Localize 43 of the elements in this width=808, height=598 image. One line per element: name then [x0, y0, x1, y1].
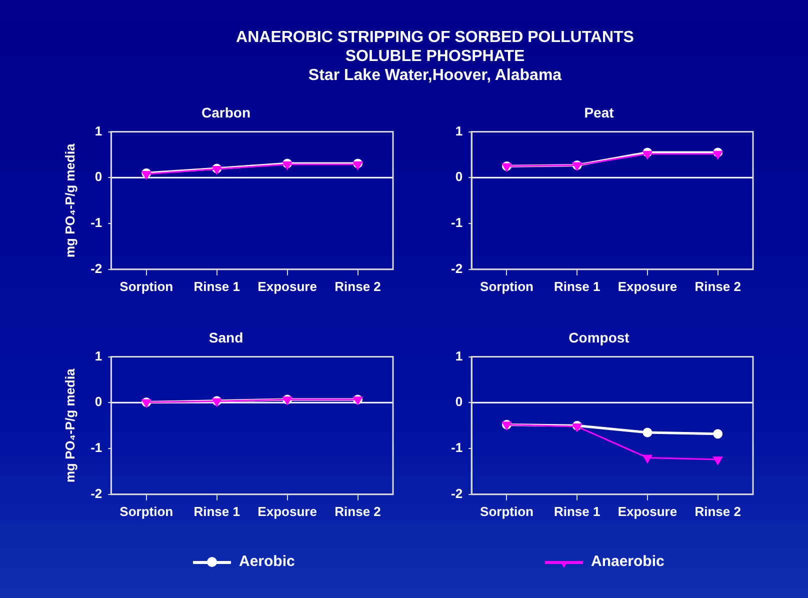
chart-title: Carbon [202, 104, 250, 120]
x-tick-label: Sorption [120, 278, 174, 294]
y-tick-label: 1 [94, 123, 102, 138]
legend-label: Aerobic [239, 553, 295, 570]
y-tick-label: -2 [450, 486, 463, 501]
x-tick-label: Exposure [618, 278, 678, 294]
y-axis-title: mg PO₄-P/g media [62, 142, 78, 258]
y-tick-label: -1 [90, 440, 102, 456]
y-tick-label: -2 [450, 260, 463, 276]
y-tick-label: -1 [450, 440, 463, 456]
x-tick-label: Rinse 2 [334, 504, 381, 519]
y-tick-label: 0 [94, 169, 102, 184]
y-tick-label: -2 [90, 260, 102, 276]
x-tick-label: Rinse 2 [334, 278, 381, 294]
text: ANAEROBIC STRIPPING OF SORBED POLLUTANTS [235, 28, 635, 47]
chart-title: Peat [584, 104, 614, 120]
y-tick-label: 1 [455, 348, 463, 364]
x-tick-label: Exposure [618, 504, 678, 519]
x-tick-label: Exposure [258, 504, 317, 519]
chart-title: Sand [208, 329, 244, 346]
text: Star Lake Water,Hoover, Alabama [307, 66, 563, 85]
x-tick-label: Exposure [258, 278, 317, 294]
x-tick-label: Rinse 1 [194, 278, 240, 294]
y-tick-label: 0 [455, 394, 463, 410]
x-tick-label: Rinse 1 [554, 504, 600, 519]
y-tick-label: 1 [455, 123, 463, 138]
y-tick-label: 0 [455, 169, 463, 184]
y-tick-label: -1 [450, 215, 463, 230]
x-tick-label: Sorption [480, 278, 534, 294]
y-tick-label: 1 [94, 348, 102, 364]
chart-title: Compost [568, 329, 630, 346]
legend-label: Anaerobic [591, 553, 664, 570]
x-tick-label: Sorption [120, 504, 174, 519]
text: SOLUBLE PHOSPHATE [344, 47, 526, 66]
x-tick-label: Rinse 1 [194, 504, 240, 519]
y-tick-label: 0 [94, 394, 102, 410]
x-tick-label: Rinse 1 [554, 278, 600, 294]
y-tick-label: -1 [90, 215, 102, 230]
x-tick-label: Rinse 2 [694, 278, 741, 294]
y-tick-label: -2 [90, 486, 102, 501]
x-tick-label: Rinse 2 [694, 504, 741, 519]
y-axis-title: mg PO₄-P/g media [62, 368, 78, 483]
x-tick-label: Sorption [480, 504, 534, 519]
